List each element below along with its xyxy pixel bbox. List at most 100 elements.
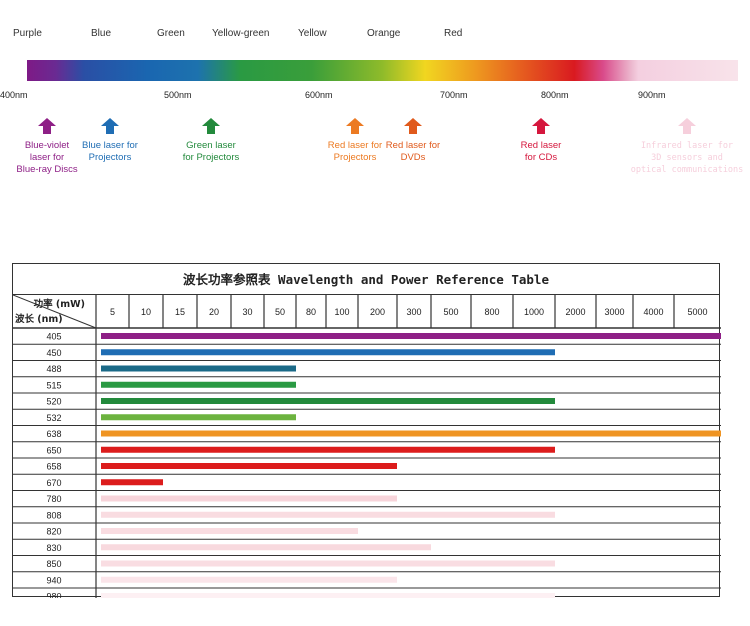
power-axis-label: 功率 (mW)	[34, 298, 85, 310]
arrow-up-icon	[202, 118, 220, 134]
arrow-up-icon	[404, 118, 422, 134]
power-bar-488	[101, 365, 296, 372]
application-label-line: Blue-violet	[24, 140, 70, 151]
application-label-line: DVDs	[400, 152, 426, 163]
application-label-line: laser for	[29, 152, 65, 163]
color-name-green: Green	[157, 28, 185, 39]
power-bar-850	[101, 560, 555, 567]
power-bar-532	[101, 414, 296, 421]
wavelength-label: 532	[46, 413, 61, 423]
arrow-shape	[404, 118, 422, 134]
application-label-line: optical communications	[630, 165, 744, 175]
application-label-line: Blue-ray Discs	[16, 164, 78, 175]
arrow-up-icon	[532, 118, 550, 134]
application-label-line: Red laser	[520, 140, 562, 151]
arrow-up-icon	[346, 118, 364, 134]
power-bar-980	[101, 593, 555, 598]
table-grid: 功率 (mW) 波长 (nm) 5 10 15 20 30 50 80 100 200 300 500 8…	[13, 294, 721, 598]
wavelength-label: 638	[46, 429, 61, 439]
power-column-header: 5	[110, 307, 115, 317]
application-marker: Red laser for CDs	[471, 118, 611, 164]
arrow-shape	[101, 118, 119, 134]
table-title: 波长功率参照表 Wavelength and Power Reference T…	[13, 264, 719, 295]
wavelength-label: 670	[46, 478, 61, 488]
nm-label-900: 900nm	[638, 90, 666, 100]
arrow-shape	[346, 118, 364, 134]
power-column-header: 30	[242, 307, 252, 317]
application-marker: Red laser for DVDs	[343, 118, 483, 164]
application-marker: Blue-violet laser for Blue-ray Discs	[0, 118, 117, 176]
power-column-header: 1000	[524, 307, 544, 317]
power-bar-450	[101, 349, 555, 356]
arrow-up-icon	[101, 118, 119, 134]
power-bar-658	[101, 463, 397, 469]
arrow-shape	[38, 118, 56, 134]
application-marker: Green laser for Projectors	[141, 118, 281, 164]
wavelength-label: 520	[46, 397, 61, 407]
power-bar-638	[101, 430, 721, 437]
power-column-header: 15	[175, 307, 185, 317]
power-column-header: 3000	[604, 307, 624, 317]
arrow-up-icon	[678, 118, 696, 134]
power-column-header: 2000	[565, 307, 585, 317]
wavelength-label: 830	[46, 543, 61, 553]
application-label-line: Projectors	[88, 152, 132, 163]
wavelength-label: 650	[46, 445, 61, 455]
power-bar-650	[101, 446, 555, 453]
application-label-line: for CDs	[524, 152, 558, 163]
arrow-up-icon	[38, 118, 56, 134]
application-label-line: 3D sensors and	[651, 153, 723, 163]
power-column-header: 500	[443, 307, 458, 317]
wavelength-label: 658	[46, 462, 61, 472]
power-column-header: 5000	[687, 307, 707, 317]
wavelength-label: 450	[46, 348, 61, 358]
power-bar-808	[101, 511, 555, 518]
color-name-purple: Purple	[13, 28, 42, 39]
wavelength-axis-label: 波长 (nm)	[15, 313, 63, 325]
color-name-orange: Orange	[367, 28, 401, 39]
power-column-header: 100	[334, 307, 349, 317]
application-label-line: Projectors	[333, 152, 377, 163]
wavelength-label: 820	[46, 527, 61, 537]
power-column-header: 80	[306, 307, 316, 317]
application-label-line: Infrared laser for	[640, 141, 734, 151]
arrow-shape	[202, 118, 220, 134]
wavelength-label: 780	[46, 494, 61, 504]
nm-label-700: 700nm	[440, 90, 468, 100]
power-column-header: 50	[275, 307, 285, 317]
wavelength-label: 515	[46, 380, 61, 390]
wavelength-label: 850	[46, 559, 61, 569]
power-bar-820	[101, 528, 358, 534]
power-column-header: 4000	[643, 307, 663, 317]
wavelength-label: 808	[46, 510, 61, 520]
power-column-header: 300	[406, 307, 421, 317]
color-name-red: Red	[444, 28, 463, 39]
nm-label-800: 800nm	[541, 90, 569, 100]
corner-diagonal	[13, 294, 97, 329]
arrow-shape	[678, 118, 696, 134]
wavelength-label: 940	[46, 575, 61, 585]
application-label-line: Green laser	[186, 140, 236, 151]
power-column-header: 20	[209, 307, 219, 317]
color-name-yellow-green: Yellow-green	[212, 28, 270, 39]
color-name-yellow: Yellow	[298, 28, 327, 39]
power-column-header: 10	[141, 307, 151, 317]
arrow-shape	[532, 118, 550, 134]
power-column-header: 200	[370, 307, 385, 317]
power-column-header: 800	[484, 307, 499, 317]
nm-label-600: 600nm	[305, 90, 333, 100]
application-marker: Blue laser for Projectors	[40, 118, 180, 164]
power-bar-520	[101, 398, 555, 404]
power-bar-780	[101, 495, 397, 502]
color-name-blue: Blue	[91, 28, 112, 39]
nm-label-400: 400nm	[0, 90, 28, 100]
nm-label-500: 500nm	[164, 90, 192, 100]
application-label-line: Red laser for	[385, 140, 441, 151]
spectrum-gradient-fill	[27, 60, 738, 81]
application-marker: Infrared laser for 3D sensors and optical …	[617, 118, 750, 176]
wavelength-label: 488	[46, 364, 61, 374]
wavelength-label: 405	[46, 332, 61, 342]
power-bar-405	[101, 333, 721, 339]
power-bar-830	[101, 544, 431, 551]
power-bar-515	[101, 381, 296, 388]
